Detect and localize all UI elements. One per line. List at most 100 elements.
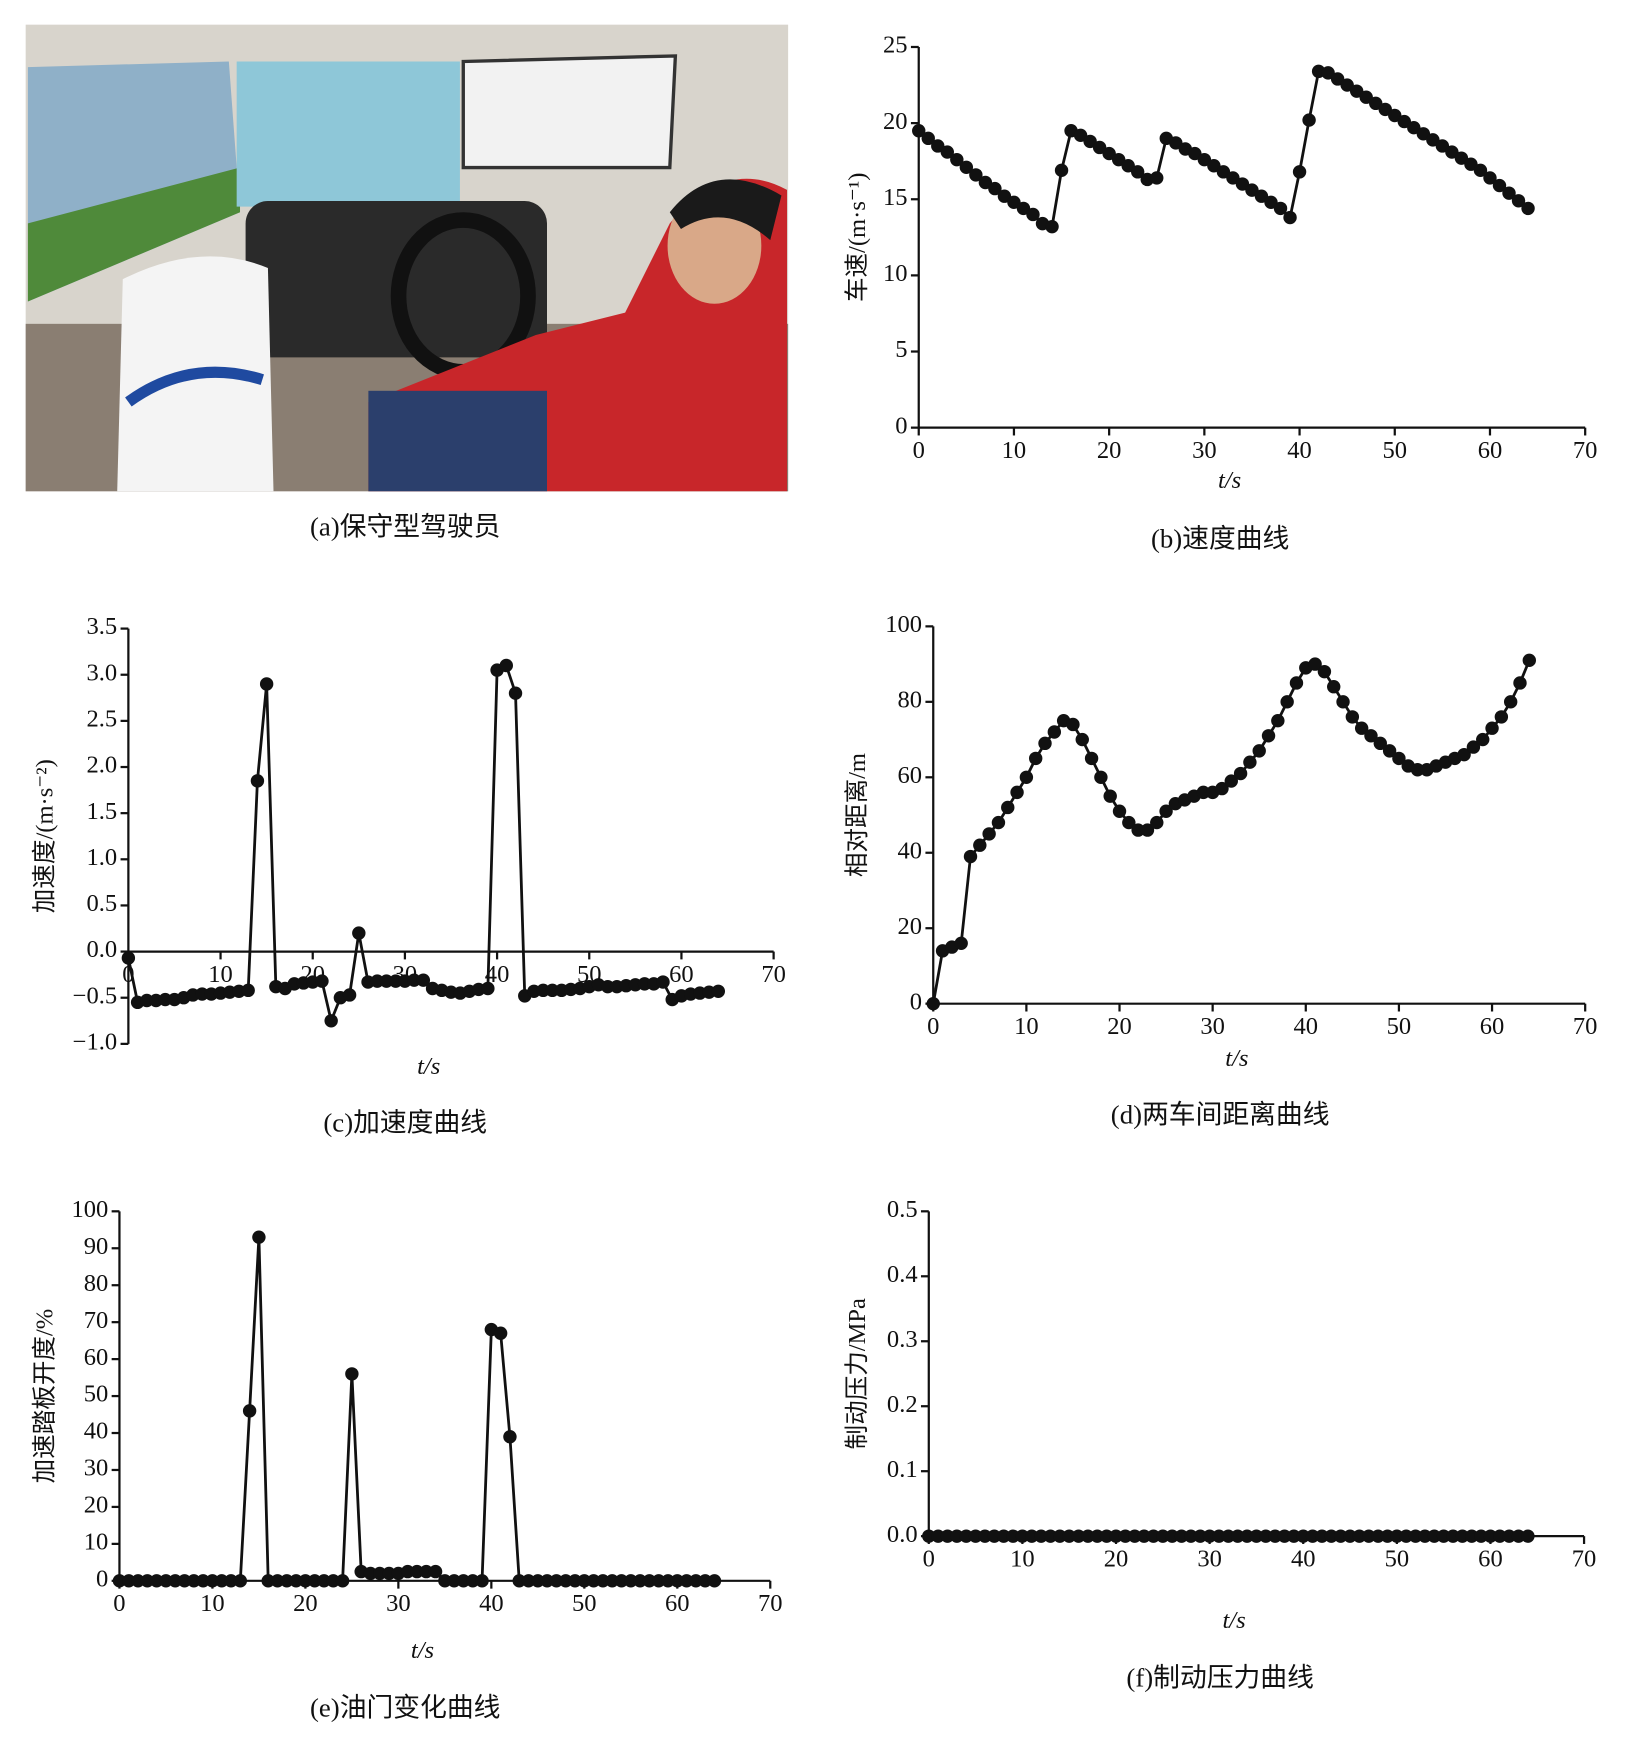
y-axis-label: 加速度/(m·s⁻²)	[31, 759, 59, 913]
data-point	[447, 1574, 461, 1588]
data-point	[1287, 1529, 1301, 1543]
data-point	[1494, 710, 1509, 724]
data-point	[1202, 1529, 1217, 1543]
y-tick-label: 80	[84, 1270, 109, 1297]
data-point	[1197, 152, 1212, 167]
x-axis-label: t/s	[1218, 467, 1241, 494]
data-point	[950, 1529, 964, 1543]
data-point	[1150, 171, 1164, 185]
data-point	[215, 1574, 229, 1588]
data-point	[1522, 653, 1537, 668]
data-point	[912, 124, 926, 138]
y-tick-label: 70	[84, 1307, 109, 1334]
x-tick-label: 20	[1104, 1545, 1129, 1572]
data-point	[456, 1574, 471, 1588]
data-point	[250, 774, 265, 788]
y-tick-label: 40	[898, 837, 923, 864]
data-point	[1343, 1529, 1357, 1543]
data-point	[1454, 151, 1469, 165]
data-point	[1215, 781, 1229, 796]
y-tick-label: 0.5	[887, 1196, 918, 1223]
data-point	[1289, 676, 1304, 690]
photo-screen-right	[461, 54, 678, 170]
data-line	[931, 659, 1531, 1004]
data-point	[370, 974, 384, 988]
data-point	[978, 175, 993, 190]
data-point	[1511, 194, 1526, 208]
y-tick-label: 2.5	[87, 706, 118, 733]
y-tick-label: −1.0	[73, 1029, 118, 1056]
data-point	[1485, 721, 1499, 735]
data-point	[242, 1404, 257, 1418]
data-point	[499, 658, 513, 673]
data-point	[968, 1529, 983, 1543]
data-point	[112, 1574, 127, 1588]
y-tick-label: 90	[84, 1233, 109, 1260]
data-point	[1131, 165, 1145, 179]
data-point	[596, 1574, 610, 1588]
data-point	[1264, 195, 1278, 209]
data-point	[950, 152, 964, 167]
data-point	[1131, 823, 1145, 837]
data-point	[140, 993, 154, 1008]
data-point	[1296, 1529, 1310, 1543]
data-point	[168, 1574, 182, 1588]
data-point	[493, 1326, 508, 1340]
data-point	[307, 1574, 322, 1588]
data-point	[1026, 207, 1040, 222]
x-tick-label: 70	[1573, 1013, 1598, 1040]
data-point	[959, 160, 974, 174]
data-point	[1408, 1529, 1423, 1543]
x-tick-label: 70	[1573, 437, 1598, 464]
data-line	[119, 1237, 715, 1583]
data-point	[1054, 163, 1069, 178]
data-point	[326, 1574, 340, 1588]
data-point	[363, 1566, 378, 1581]
data-point	[1174, 1529, 1189, 1543]
data-point	[940, 1529, 955, 1543]
data-point	[1221, 1529, 1236, 1543]
data-point	[921, 131, 935, 146]
y-tick-label: 10	[84, 1529, 109, 1556]
data-point	[1465, 1529, 1479, 1543]
data-point	[973, 838, 987, 852]
x-tick-label: 20	[1107, 1013, 1132, 1040]
data-point	[1292, 165, 1307, 179]
data-point	[1474, 1529, 1488, 1543]
data-point	[536, 983, 550, 998]
data-point	[1369, 96, 1383, 111]
x-axis-label: t/s	[417, 1053, 440, 1080]
x-tick-label: 50	[1387, 1013, 1412, 1040]
data-point	[1390, 1529, 1404, 1543]
data-point	[1083, 134, 1097, 149]
data-point	[926, 996, 940, 1011]
data-point	[1466, 740, 1481, 754]
data-point	[475, 1574, 489, 1588]
data-point	[342, 988, 357, 1002]
data-point	[1128, 1529, 1142, 1543]
data-point	[1426, 133, 1440, 147]
data-point	[149, 1574, 164, 1588]
data-point	[1240, 1529, 1254, 1543]
data-point	[642, 1574, 657, 1588]
data-point	[605, 1574, 619, 1588]
data-point	[1184, 1529, 1198, 1543]
data-point	[259, 677, 274, 691]
data-point	[416, 973, 431, 987]
data-point	[1277, 1529, 1292, 1543]
data-point	[1092, 140, 1107, 155]
data-point	[159, 1574, 173, 1588]
data-point	[1025, 1529, 1039, 1543]
y-tick-label: 2.0	[87, 752, 118, 779]
data-point	[1249, 1529, 1264, 1543]
x-tick-label: 30	[1197, 1545, 1222, 1572]
data-point	[1062, 1529, 1076, 1543]
caption: (b)速度曲线	[1151, 524, 1289, 554]
data-point	[400, 1564, 415, 1579]
data-point	[1464, 157, 1478, 171]
data-point	[978, 1529, 992, 1543]
data-point	[324, 1014, 338, 1028]
x-tick-label: 40	[1291, 1545, 1316, 1572]
data-point	[940, 145, 954, 159]
